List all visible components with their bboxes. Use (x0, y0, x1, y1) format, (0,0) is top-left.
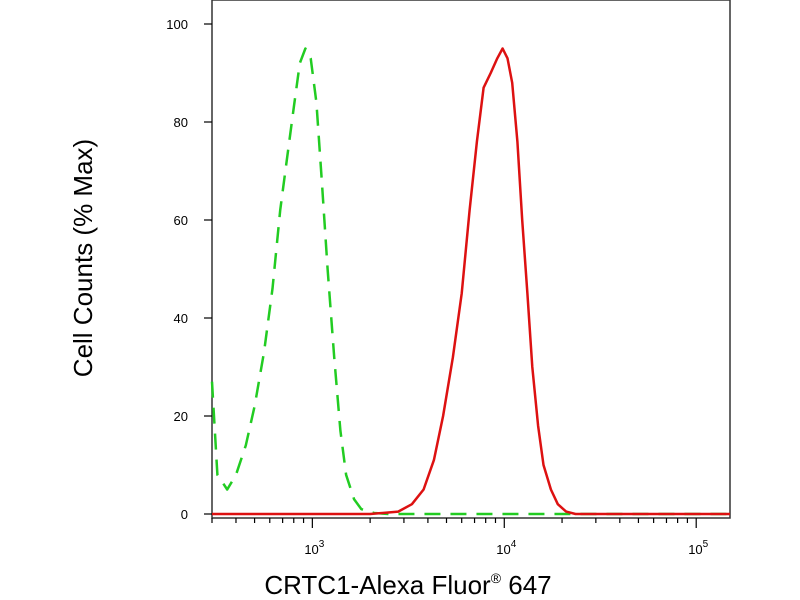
x-tick-base: 10 (304, 542, 318, 557)
x-tick-exponent: 5 (703, 539, 709, 550)
y-tick-label: 60 (174, 213, 188, 228)
x-tick-label: 105 (688, 539, 708, 557)
x-axis-title-superscript: ® (491, 570, 502, 586)
x-tick-exponent: 4 (511, 539, 517, 550)
series-layer (210, 47, 730, 516)
plot-frame (211, 0, 731, 519)
x-axis-title-suffix: 647 (501, 570, 552, 600)
x-tick-label: 103 (304, 539, 324, 557)
y-tick-label: 20 (174, 409, 188, 424)
x-tick-base: 10 (496, 542, 510, 557)
x-axis-title: CRTC1-Alexa Fluor® 647 (264, 570, 551, 600)
x-tick-base: 10 (688, 542, 702, 557)
y-tick-label: 80 (174, 115, 188, 130)
series-line-2 (212, 47, 730, 516)
x-axis-title-main: CRTC1-Alexa Fluor (264, 570, 491, 600)
y-tick-label: 0 (181, 507, 188, 522)
y-tick-label: 100 (166, 17, 188, 32)
y-axis-title: Cell Counts (% Max) (68, 139, 98, 377)
x-tick-label: 104 (496, 539, 516, 557)
x-tick-exponent: 3 (319, 539, 325, 550)
x-axis: 103 104 105 (211, 518, 709, 557)
y-axis: 0 20 40 60 80 100 (166, 17, 212, 522)
y-tick-label: 40 (174, 311, 188, 326)
series-line-1 (210, 47, 730, 516)
